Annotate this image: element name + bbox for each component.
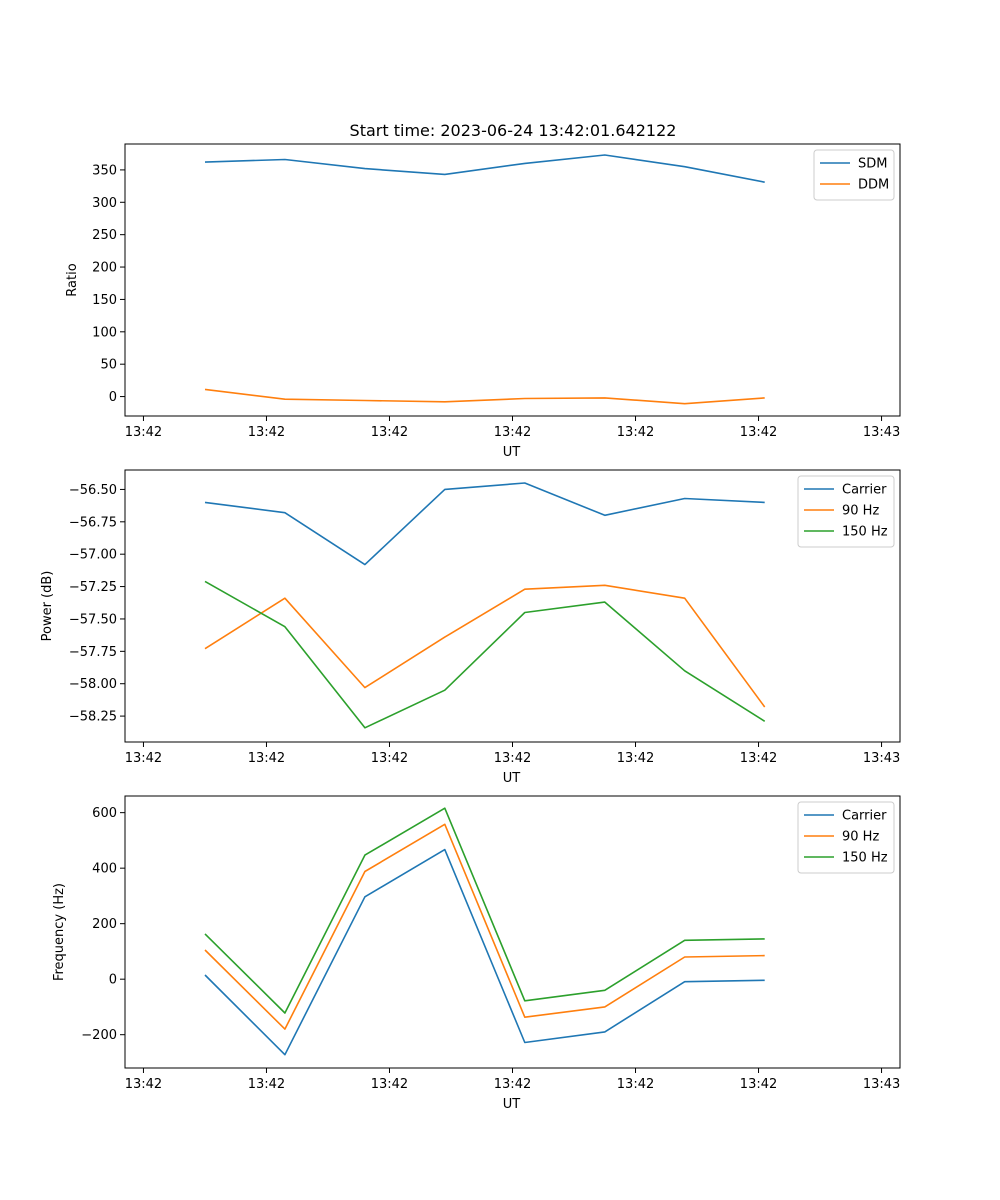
x-axis-label: UT [503, 1097, 521, 1112]
x-tick-label: 13:42 [371, 751, 408, 766]
x-axis-label: UT [503, 445, 521, 460]
legend: Carrier 90 Hz 150 Hz [797, 801, 895, 874]
y-axis-label: Frequency (Hz) [52, 883, 67, 981]
legend-label: 150 Hz [842, 851, 888, 866]
x-tick-label: 13:43 [863, 425, 900, 440]
x-tick-label: 13:42 [617, 425, 654, 440]
series-line-sdm [204, 154, 765, 183]
y-tick-label: −58.00 [69, 677, 117, 692]
x-tick-label: 13:42 [125, 751, 162, 766]
x-tick-label: 13:42 [494, 1077, 531, 1092]
legend-box [797, 475, 895, 548]
subplot-3: 13:42 13:42 13:42 13:42 13:42 13:42 13:43 −200 0… [52, 795, 901, 1112]
y-tick-label: 600 [92, 806, 117, 821]
x-tick-label: 13:42 [125, 1077, 162, 1092]
subplots: 13:42 13:42 13:42 13:42 13:42 13:42 13:43 0 50 10… [40, 143, 901, 1112]
y-tick-label: −56.50 [69, 483, 117, 498]
y-tick-label: 100 [92, 325, 117, 340]
series-line-90-hz [204, 823, 765, 1030]
subplot-1: 13:42 13:42 13:42 13:42 13:42 13:42 13:43 0 50 10… [65, 143, 901, 460]
series-line-carrier [204, 848, 765, 1056]
y-tick-label: 50 [100, 358, 117, 373]
subplot-2: 13:42 13:42 13:42 13:42 13:42 13:42 13:43 −58.2… [40, 469, 901, 786]
x-tick-label: 13:43 [863, 1077, 900, 1092]
x-tick-label: 13:43 [863, 751, 900, 766]
x-tick-label: 13:42 [617, 1077, 654, 1092]
series-line-ddm [204, 388, 765, 405]
y-tick-label: −57.25 [69, 580, 117, 595]
y-tick-label: 0 [109, 390, 117, 405]
y-tick-label: 250 [92, 228, 117, 243]
x-tick-label: 13:42 [740, 425, 777, 440]
x-tick-label: 13:42 [371, 425, 408, 440]
y-axis-label: Power (dB) [40, 571, 55, 642]
legend-label: 150 Hz [842, 525, 888, 540]
y-tick-label: 200 [92, 261, 117, 276]
legend-label: Carrier [842, 809, 887, 824]
y-axis-label: Ratio [65, 263, 80, 296]
y-tick-label: −58.25 [69, 710, 117, 725]
x-tick-label: 13:42 [494, 751, 531, 766]
x-tick-label: 13:42 [740, 751, 777, 766]
y-tick-label: −57.75 [69, 645, 117, 660]
series-line-carrier [204, 482, 765, 566]
series-line-150-hz [204, 807, 765, 1014]
y-tick-label: 300 [92, 196, 117, 211]
x-axis-label: UT [503, 771, 521, 786]
x-tick-label: 13:42 [125, 425, 162, 440]
series-line-90-hz [204, 584, 766, 708]
axes-frame [124, 143, 901, 417]
y-tick-label: 0 [109, 973, 117, 988]
legend: Carrier 90 Hz 150 Hz [797, 475, 895, 548]
x-tick-label: 13:42 [371, 1077, 408, 1092]
x-tick-label: 13:42 [248, 425, 285, 440]
legend-label: 90 Hz [842, 830, 879, 845]
y-tick-label: 200 [92, 917, 117, 932]
legend-label: SDM [858, 157, 887, 172]
x-tick-label: 13:42 [248, 751, 285, 766]
legend: SDM DDM [813, 149, 895, 201]
legend-label: Carrier [842, 483, 887, 498]
x-tick-label: 13:42 [617, 751, 654, 766]
axes-frame [124, 469, 901, 743]
x-tick-label: 13:42 [494, 425, 531, 440]
y-tick-label: −200 [81, 1028, 117, 1043]
legend-label: 90 Hz [842, 504, 879, 519]
y-tick-label: −57.50 [69, 612, 117, 627]
legend-box [797, 801, 895, 874]
axes-frame [124, 795, 901, 1069]
y-tick-label: −56.75 [69, 515, 117, 530]
x-tick-label: 13:42 [248, 1077, 285, 1092]
y-tick-label: 350 [92, 163, 117, 178]
series-line-150-hz [204, 580, 766, 729]
x-tick-label: 13:42 [740, 1077, 777, 1092]
y-tick-label: −57.00 [69, 548, 117, 563]
y-tick-label: 150 [92, 293, 117, 308]
y-tick-label: 400 [92, 862, 117, 877]
figure-title: Start time: 2023-06-24 13:42:01.642122 [350, 121, 677, 140]
legend-label: DDM [858, 178, 889, 193]
